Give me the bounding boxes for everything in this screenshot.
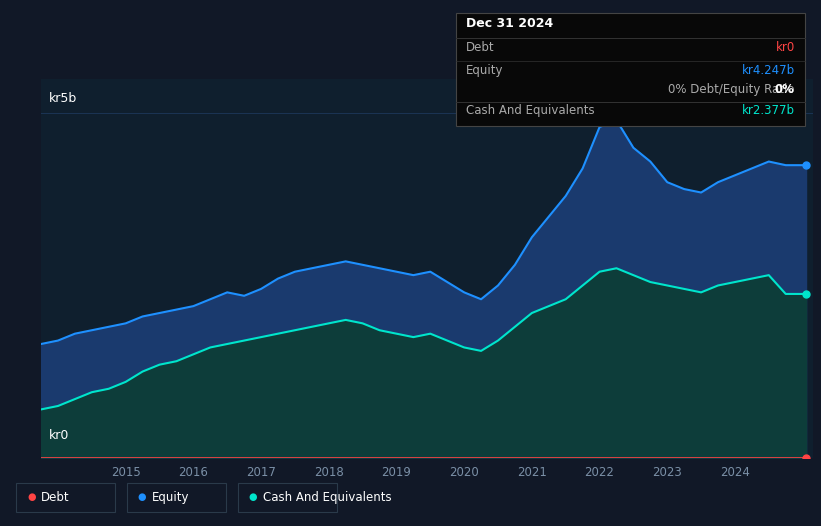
Text: Dec 31 2024: Dec 31 2024 [466,17,553,31]
Text: kr5b: kr5b [48,92,77,105]
Text: kr0: kr0 [48,429,69,442]
Text: Cash And Equivalents: Cash And Equivalents [466,104,594,117]
Text: ●: ● [138,492,146,502]
Text: Cash And Equivalents: Cash And Equivalents [263,491,392,503]
Text: Debt: Debt [466,41,494,54]
Text: Equity: Equity [152,491,190,503]
Text: 0% Debt/Equity Ratio: 0% Debt/Equity Ratio [668,83,795,96]
Text: kr2.377b: kr2.377b [741,104,795,117]
Text: ●: ● [27,492,35,502]
Text: Debt: Debt [41,491,70,503]
Text: Equity: Equity [466,64,503,77]
Text: kr4.247b: kr4.247b [741,64,795,77]
Text: kr0: kr0 [776,41,795,54]
Text: ●: ● [249,492,257,502]
Text: 0%: 0% [774,83,794,96]
